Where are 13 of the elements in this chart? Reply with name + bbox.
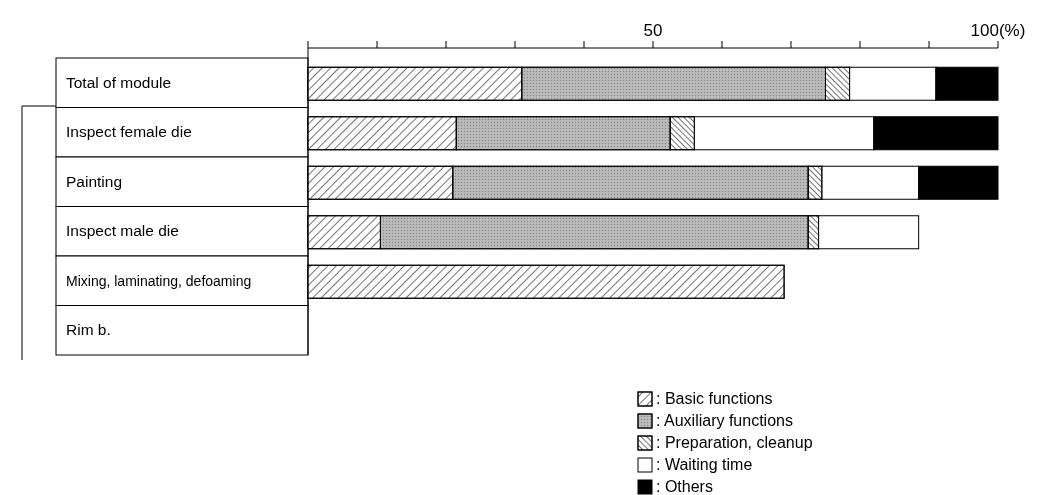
- y-tick-label: Inspect female die: [66, 123, 192, 141]
- legend-label: : Preparation, cleanup: [656, 434, 813, 451]
- y-tick-label: Total of module: [66, 73, 172, 91]
- legend-label: : Basic functions: [656, 390, 773, 407]
- legend-label: : Others: [656, 478, 713, 495]
- y-tick-label: Mixing, laminating, defoaming: [66, 272, 252, 289]
- x-tick-label: 100(%): [970, 21, 1026, 40]
- legend-label: : Auxiliary functions: [656, 412, 793, 429]
- y-tick-label: Painting: [66, 172, 123, 190]
- legend-label: : Waiting time: [656, 456, 753, 473]
- x-tick-label: 50: [643, 21, 663, 40]
- y-tick-label: Inspect male die: [66, 222, 179, 240]
- y-tick-label: Rim b.: [66, 321, 111, 339]
